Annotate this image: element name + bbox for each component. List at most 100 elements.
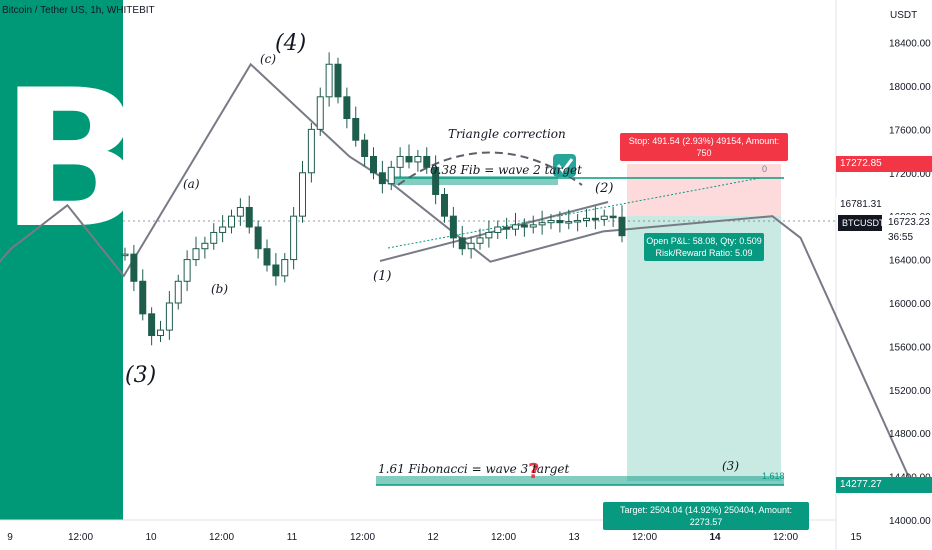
time-tick-label: 15 — [850, 532, 862, 543]
price-tick-label: 15200.00 — [889, 386, 931, 397]
candle-body — [299, 172, 306, 217]
countdown-tag: 36:55 — [884, 230, 932, 246]
triangle-label: Triangle correction — [448, 127, 566, 141]
candle-body — [130, 253, 138, 282]
candle-body — [228, 215, 235, 228]
time-axis[interactable]: 9 12:00 10 12:00 11 12:00 12 12:00 13 12:00 14 12:0… — [7, 532, 862, 543]
candle-body — [476, 237, 484, 244]
fib-1618-label: 1.618 — [762, 471, 785, 481]
candle-body — [121, 253, 129, 257]
candle-body — [281, 259, 289, 277]
candle-body — [423, 155, 431, 168]
candle-body — [556, 220, 564, 224]
stop-price-tag: 17272.85 — [836, 156, 932, 172]
candle-body — [494, 226, 502, 233]
time-tick-label: 12:00 — [773, 532, 798, 543]
target-label: Target: 2504.04 (14.92%) 250404, Amount:… — [603, 502, 809, 530]
price-tick-label: 18000.00 — [889, 82, 931, 93]
candle-body — [485, 231, 493, 239]
bitcoin-icon: B — [0, 49, 145, 270]
candle-body — [174, 280, 182, 304]
candle-body — [210, 231, 218, 244]
candle-body — [565, 221, 573, 224]
candle-body — [618, 216, 626, 237]
candle-body — [574, 220, 582, 223]
price-scale[interactable]: 18400.0018000.0017600.0017200.0016800.00… — [889, 39, 931, 527]
candle-body — [387, 166, 395, 185]
chart-title: Bitcoin / Tether US, 1h, WHITEBIT — [2, 5, 155, 16]
fib-038-zone — [388, 176, 558, 185]
wave2-label: (2) — [595, 181, 613, 196]
candle-body — [245, 206, 253, 228]
candle-body — [352, 118, 360, 141]
price-tick-label: 16400.00 — [889, 256, 931, 267]
candle-body — [325, 63, 333, 98]
symbol-tag: BTCUSDT — [838, 215, 885, 231]
candle-body — [538, 222, 546, 226]
candle-body — [201, 242, 209, 250]
fib161-label: 1.61 Fibonacci = wave 3 target — [378, 462, 570, 476]
time-tick-label: 12:00 — [491, 532, 516, 543]
time-tick-label: 12:00 — [209, 532, 234, 543]
price-unit: USDT — [890, 10, 917, 21]
question-icon: ? — [528, 459, 540, 483]
candle-body — [263, 248, 271, 266]
candle-body — [192, 248, 200, 261]
candle-body — [290, 215, 298, 261]
candle-body — [334, 63, 342, 98]
price-tick-label: 17600.00 — [889, 125, 931, 136]
candle-body — [236, 206, 244, 217]
elliott-wave-path — [0, 62, 915, 488]
candle-body — [361, 139, 369, 157]
candle-body — [449, 215, 457, 239]
candle-body — [467, 242, 475, 250]
time-tick-label: 11 — [287, 532, 298, 543]
candle-body — [591, 217, 599, 221]
candle-body — [148, 313, 156, 337]
candle-body — [414, 155, 422, 163]
wave3-big-label: (3) — [125, 363, 156, 388]
time-tick-label: 12:00 — [632, 532, 657, 543]
fib-zero-label: 0 — [762, 164, 767, 174]
time-tick-label: 9 — [7, 532, 13, 543]
candle-body — [307, 128, 315, 174]
candles — [121, 52, 626, 346]
check-icon — [553, 154, 576, 177]
fib-trendline — [387, 177, 761, 249]
open-pnl-box: Open P&L: 58.08, Qty: 0.509 Risk/Reward … — [644, 233, 764, 261]
candle-body — [370, 155, 377, 174]
fib-161-zone — [376, 476, 784, 485]
candle-body — [458, 237, 466, 250]
time-tick-label: 12 — [427, 532, 439, 543]
price-tick-label: 14800.00 — [889, 429, 931, 440]
candle-body — [432, 166, 440, 195]
candle-body — [405, 155, 413, 163]
wave3-target-label: (3) — [722, 459, 739, 473]
time-tick-label: 10 — [145, 532, 157, 543]
candle-body — [343, 96, 351, 120]
time-tick-label: 12:00 — [350, 532, 375, 543]
candle-body — [512, 224, 519, 230]
time-tick-label: 14 — [709, 532, 721, 543]
candle-body — [316, 96, 324, 130]
price-tick-label: 15600.00 — [889, 342, 931, 353]
price-tick-label: 18400.00 — [889, 39, 931, 50]
price-tick-label: 17200.00 — [889, 169, 931, 180]
wave1-label: (1) — [373, 269, 391, 284]
candle-body — [272, 264, 280, 277]
candle-body — [529, 224, 537, 228]
wave-a-label: (a) — [183, 177, 200, 191]
candle-body — [378, 172, 386, 185]
price-tick-label: 16000.00 — [889, 299, 931, 310]
fib038-label: 0.38 Fib = wave 2 target — [430, 163, 582, 177]
candle-body — [396, 155, 404, 168]
last-price-tag: 16723.23 — [884, 215, 932, 231]
candle-body — [583, 217, 590, 222]
candle-body — [609, 215, 617, 219]
candle-body — [157, 329, 164, 337]
candle-body — [547, 220, 555, 224]
triangle-lower — [379, 201, 609, 262]
wave-c-label: (c) — [260, 52, 276, 66]
candle-body — [600, 215, 608, 220]
